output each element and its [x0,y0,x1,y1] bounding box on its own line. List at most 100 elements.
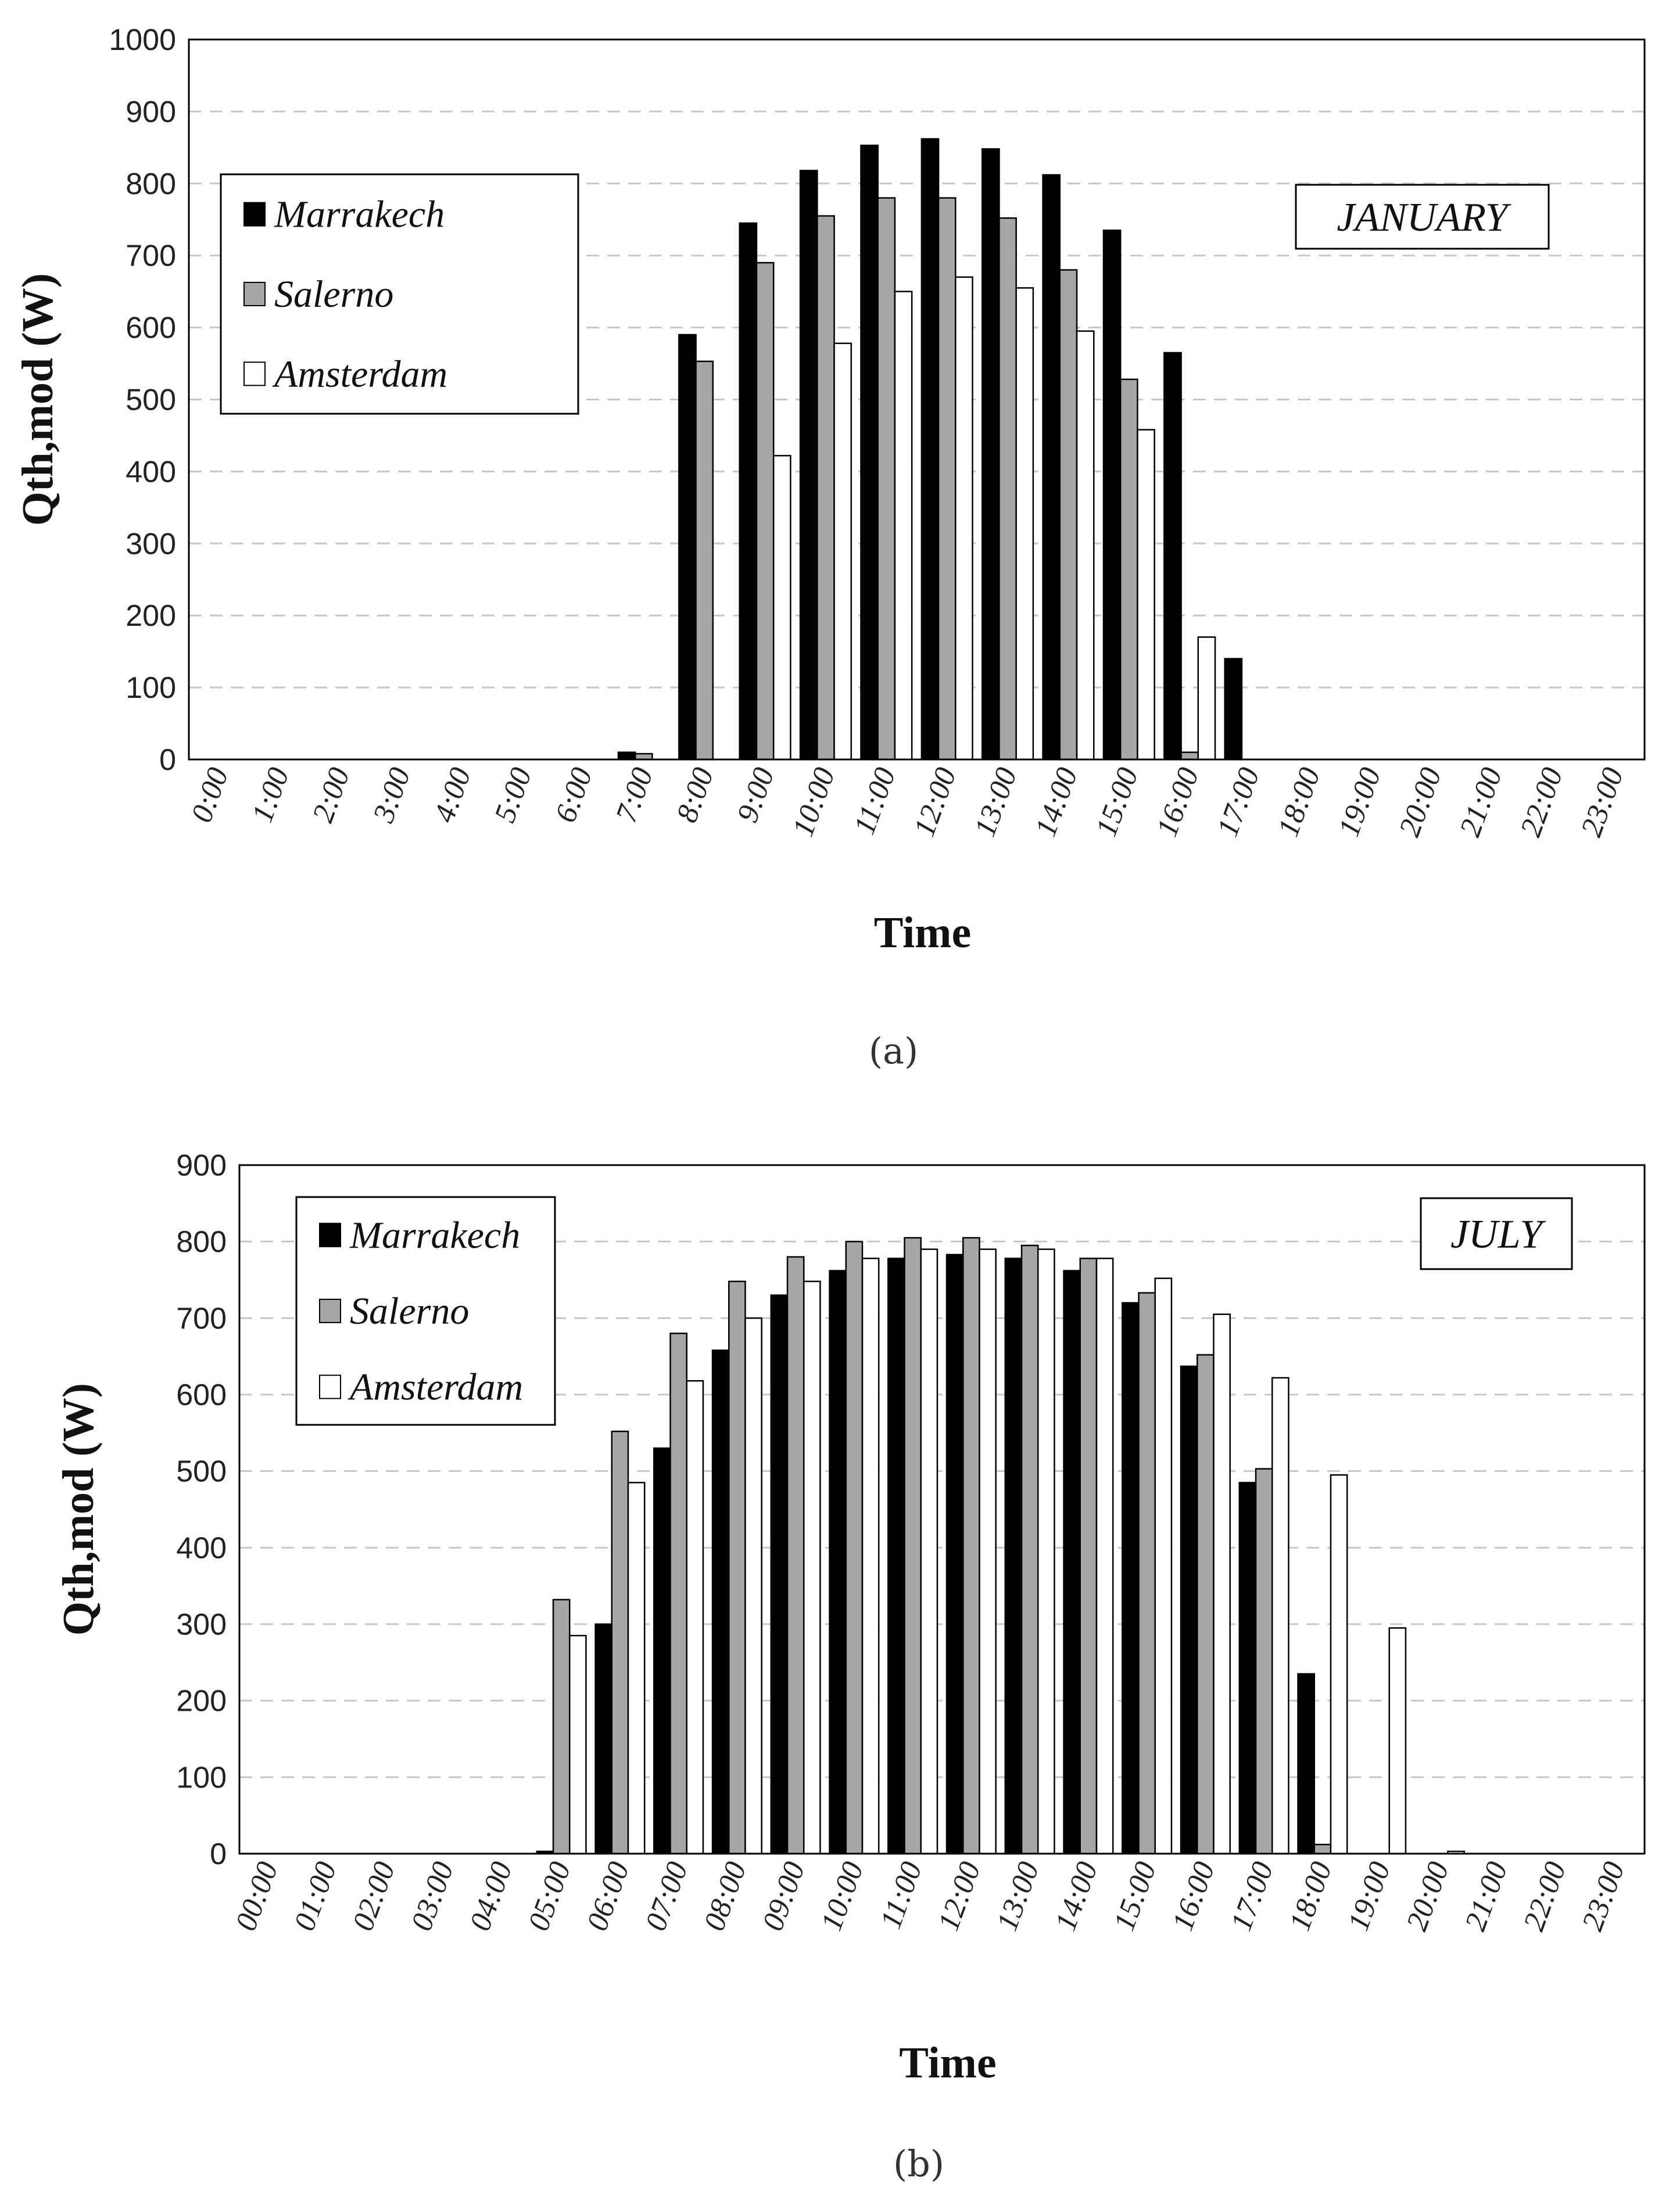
bar-salerno [962,1237,980,1855]
bar-marrakech [1004,1257,1023,1855]
bar-amsterdam [894,291,913,761]
y-tick-label: 300 [126,527,176,561]
x-axis-ticks: 0:00 1:00 2:00 3:00 4:00 5:00 6:00 7:00 8:00 9:00… [185,764,1630,841]
x-tick-label: 3:00 [367,764,417,827]
x-tick-label: 09:00 [756,1858,811,1936]
bar-marrakech [1297,1673,1316,1855]
panel-caption: (a) [869,1030,918,1072]
bar-marrakech [829,1270,847,1855]
y-axis-title: Qth,mod (W) [13,273,62,526]
x-tick-label: 16:00 [1166,1858,1222,1936]
bar-marrakech [945,1253,964,1855]
x-tick-label: 21:00 [1459,1858,1514,1936]
bar-amsterdam [1095,1257,1114,1855]
x-tick-label: 01:00 [288,1858,343,1936]
bar-marrakech [678,334,697,761]
legend-label-marrakech: Marrakech [274,194,445,236]
bar-amsterdam [979,1248,997,1855]
y-axis-ticks: 0 100 200 300 400 500 600 700 800 900 [176,1149,227,1871]
x-tick-label: 18:00 [1283,1858,1338,1936]
x-tick-label: 05:00 [522,1858,577,1936]
bar-amsterdam [1271,1377,1289,1855]
y-tick-label: 900 [176,1149,227,1183]
bar-salerno [786,1256,805,1855]
x-tick-label: 11:00 [874,1858,929,1933]
x-tick-label: 22:00 [1517,1858,1572,1936]
y-tick-label: 500 [176,1455,227,1489]
y-tick-label: 800 [176,1226,227,1259]
bar-salerno [1313,1843,1332,1855]
x-tick-label: 10:00 [815,1858,870,1936]
chart-january: 0 100 200 300 400 500 600 700 800 900 1000 0:00 1:0… [13,23,1646,1072]
x-tick-label: 23:00 [1575,764,1630,841]
bar-salerno [755,261,775,761]
bar-marrakech [887,1257,905,1855]
y-tick-label: 600 [176,1378,227,1412]
x-tick-label: 15:00 [1108,1858,1163,1936]
bar-salerno [998,217,1017,761]
x-tick-label: 7:00 [610,764,660,827]
bar-marrakech [1122,1302,1140,1855]
legend: Marrakech Salerno Amsterdam [220,173,579,415]
bar-amsterdam [1137,429,1155,761]
y-tick-label: 0 [210,1837,227,1871]
legend: Marrakech Salerno Amsterdam [295,1196,556,1426]
x-tick-label: 20:00 [1400,1858,1456,1936]
x-tick-label: 9:00 [731,764,781,827]
x-tick-label: 4:00 [428,764,478,827]
bar-group [536,1237,1465,1855]
bar-salerno [937,197,957,761]
legend-swatch-marrakech [243,202,266,227]
bar-salerno [816,215,835,761]
x-tick-label: 14:00 [1029,764,1084,841]
y-tick-label: 100 [126,671,176,705]
bar-marrakech [981,148,1000,761]
bar-salerno [728,1280,746,1855]
y-tick-label: 700 [176,1302,227,1335]
bar-amsterdam [1037,1248,1055,1855]
legend-swatch-amsterdam [243,361,266,386]
bar-amsterdam [1076,330,1095,761]
x-tick-label: 0:00 [185,764,235,827]
bar-amsterdam [627,1482,646,1855]
x-tick-label: 10:00 [786,764,841,841]
bar-salerno [1079,1257,1098,1855]
x-tick-label: 08:00 [698,1858,753,1936]
x-tick-label: 17:00 [1224,1858,1280,1936]
bar-marrakech [1238,1482,1257,1855]
bar-salerno [1138,1292,1156,1855]
legend-box [220,173,579,415]
y-tick-label: 1000 [109,23,176,57]
bar-salerno [845,1241,864,1855]
x-tick-label: 23:00 [1576,1858,1631,1936]
month-label-box [1420,1197,1573,1270]
x-tick-label: 2:00 [306,764,356,827]
y-axis-title: Qth,mod (W) [54,1383,103,1636]
x-tick-label: 6:00 [549,764,599,827]
bar-salerno [1119,378,1138,761]
legend-swatch-marrakech [319,1223,341,1248]
month-label: JANUARY [1337,195,1511,240]
y-tick-label: 0 [159,743,176,777]
y-tick-label: 500 [126,384,176,417]
y-tick-label: 200 [126,599,176,633]
legend-label-amsterdam: Amsterdam [272,353,447,395]
plot-frame [188,38,1646,761]
x-tick-label: 20:00 [1393,764,1448,841]
x-tick-label: 03:00 [405,1858,460,1936]
bar-salerno [877,197,896,761]
x-tick-label: 18:00 [1271,764,1327,841]
legend-label-amsterdam: Amsterdam [348,1366,523,1409]
x-tick-label: 22:00 [1514,764,1570,841]
bar-marrakech [920,138,940,761]
bar-amsterdam [1197,636,1216,761]
y-tick-label: 100 [176,1761,227,1794]
bar-marrakech [617,751,636,761]
y-tick-label: 900 [126,95,176,129]
x-tick-label: 12:00 [908,764,963,841]
bar-marrakech [1102,230,1122,761]
bar-marrakech [653,1447,671,1855]
legend-label-salerno: Salerno [350,1290,469,1332]
x-tick-label: 5:00 [488,764,538,827]
x-tick-label: 11:00 [848,764,902,839]
